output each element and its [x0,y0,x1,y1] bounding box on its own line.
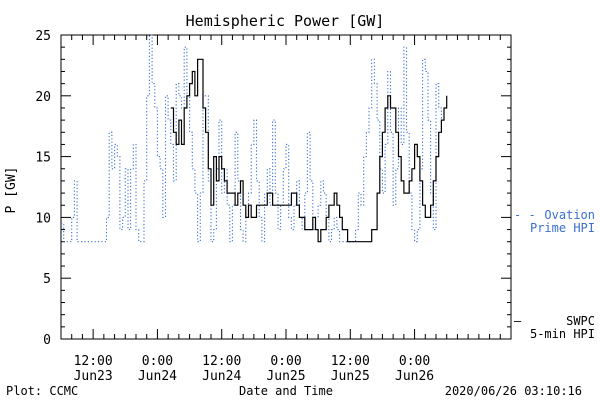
x-tick-label-time: 0:00 [142,354,173,369]
legend-label-ovation-prime: Ovation [544,208,595,222]
y-tick-label: 0 [43,333,51,348]
chart-title: Hemispheric Power [GW] [186,12,385,30]
y-tick-label: 10 [35,211,51,226]
legend-label-ovation-prime-line2: Prime HPI [530,221,595,235]
legend-label-swpc: SWPC [566,314,595,328]
x-tick-label-time: 0:00 [270,354,301,369]
x-tick-label-date: Jun25 [331,369,370,384]
y-axis: 0 5 10 15 20 25 [35,29,511,348]
legend-label-swpc-line2: 5-min HPI [530,327,595,341]
x-tick-label-time: 0:00 [399,354,430,369]
x-axis: 12:00Jun230:00Jun2412:00Jun240:00Jun2512… [71,35,501,384]
series-line-ovation-prime [61,34,442,243]
x-tick-label-date: Jun23 [74,369,113,384]
series-line-swpc [170,58,448,243]
y-tick-label: 20 [35,90,51,105]
legend-glyph-ovation-prime: - - [514,208,536,222]
x-tick-label-date: Jun26 [395,369,434,384]
y-tick-label: 5 [43,272,51,287]
x-tick-label-date: Jun24 [202,369,241,384]
y-tick-label: 15 [35,151,51,166]
x-tick-label-time: 12:00 [331,354,370,369]
y-tick-label: 25 [35,29,51,44]
x-tick-label-time: 12:00 [74,354,113,369]
footer-timestamp: 2020/06/26 03:10:16 [445,384,582,398]
footer-plot-credit: Plot: CCMC [6,384,78,398]
y-axis-label: P [GW] [4,167,19,214]
plot-area [61,34,448,243]
x-tick-label-date: Jun25 [266,369,305,384]
x-tick-label-date: Jun24 [138,369,177,384]
x-axis-label: Date and Time [239,384,333,398]
x-tick-label-time: 12:00 [202,354,241,369]
legend-glyph-swpc: — [514,314,522,328]
